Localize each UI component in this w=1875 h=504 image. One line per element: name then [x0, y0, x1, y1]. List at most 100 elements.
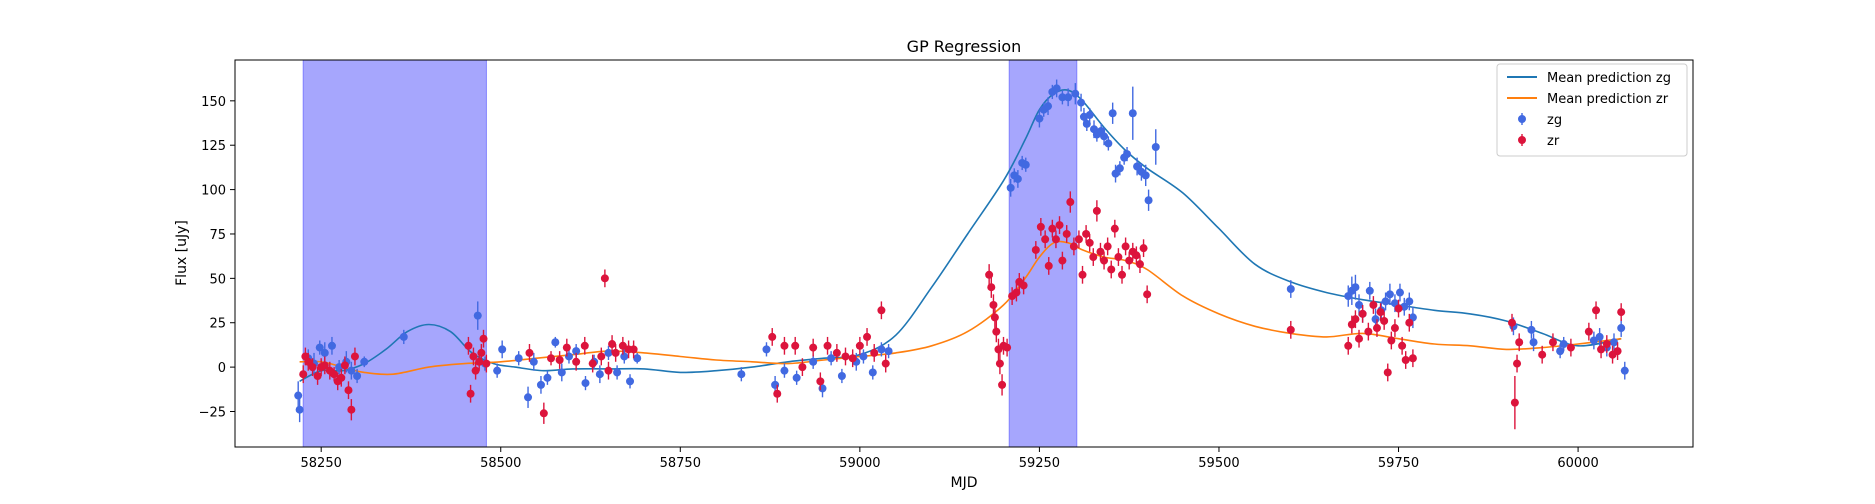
data-point: [823, 341, 832, 350]
data-point: [1078, 270, 1087, 279]
data-point: [1021, 160, 1030, 169]
prediction-lines-layer: [299, 88, 1622, 383]
data-point: [987, 283, 996, 292]
data-point: [1620, 366, 1629, 375]
data-point: [816, 377, 825, 386]
data-point: [1394, 304, 1403, 313]
data-point: [1538, 350, 1547, 359]
mean-prediction-line: [299, 88, 1622, 383]
legend-label: Mean prediction zr: [1547, 92, 1669, 107]
x-tick-label: 58750: [660, 456, 701, 471]
data-point: [1082, 119, 1091, 128]
data-point: [595, 370, 604, 379]
data-point: [1100, 256, 1109, 265]
data-point: [1125, 256, 1134, 265]
data-point: [1044, 102, 1053, 111]
data-point: [1069, 242, 1078, 251]
data-point: [1405, 297, 1414, 306]
data-point: [539, 409, 548, 418]
data-point: [1344, 341, 1353, 350]
shaded-region-layer: [302, 59, 1078, 448]
data-point: [1513, 359, 1522, 368]
data-point: [1584, 327, 1593, 336]
data-point: [588, 359, 597, 368]
data-point: [1035, 114, 1044, 123]
data-point: [1141, 171, 1150, 180]
data-point: [1351, 283, 1360, 292]
data-point: [1617, 308, 1626, 317]
data-point: [1355, 300, 1364, 309]
data-point: [1052, 84, 1061, 93]
data-point: [877, 306, 886, 315]
data-point: [1372, 324, 1381, 333]
data-point: [1013, 174, 1022, 183]
data-point: [1139, 244, 1148, 253]
data-point: [613, 368, 622, 377]
y-tick-label: 100: [201, 184, 226, 199]
x-tick-label: 59750: [1378, 456, 1419, 471]
data-point: [1365, 286, 1374, 295]
data-point: [1114, 253, 1123, 262]
data-point: [1381, 297, 1390, 306]
data-point: [1385, 290, 1394, 299]
mean-prediction-line: [299, 240, 1622, 376]
data-point: [1077, 98, 1086, 107]
data-point: [884, 347, 893, 356]
data-point: [762, 345, 771, 354]
data-point: [1383, 368, 1392, 377]
data-point: [768, 332, 777, 341]
data-point: [327, 341, 336, 350]
data-point: [344, 386, 353, 395]
y-tick-label: 25: [209, 317, 226, 332]
data-point: [1104, 139, 1113, 148]
data-point: [1566, 343, 1575, 352]
y-tick-label: 0: [218, 361, 226, 376]
data-point: [525, 348, 534, 357]
data-point: [360, 357, 369, 366]
data-point: [1398, 341, 1407, 350]
data-point: [597, 352, 606, 361]
data-point: [837, 371, 846, 380]
data-point: [1527, 325, 1536, 334]
x-tick-label: 58500: [480, 456, 521, 471]
data-point: [1602, 340, 1611, 349]
data-point: [1019, 281, 1028, 290]
data-point: [618, 341, 627, 350]
data-point: [995, 359, 1004, 368]
data-point: [1369, 300, 1378, 309]
data-point: [848, 354, 857, 363]
data-point: [1401, 356, 1410, 365]
axes-layer: 58250 58500 58750 59000 59250 59500 59750 60000…: [199, 95, 1599, 471]
y-tick-label: 125: [201, 139, 226, 154]
data-point: [626, 377, 635, 386]
data-point: [798, 363, 807, 372]
x-tick-label: 59500: [1198, 456, 1239, 471]
data-point: [1103, 242, 1112, 251]
legend-label: zg: [1547, 113, 1562, 128]
data-point: [471, 366, 480, 375]
data-point: [295, 405, 304, 414]
data-point: [1071, 89, 1080, 98]
data-point: [1036, 222, 1045, 231]
data-point: [1096, 247, 1105, 256]
data-point: [1006, 183, 1015, 192]
data-point: [863, 332, 872, 341]
data-point: [1617, 324, 1626, 333]
legend-marker-swatch: [1518, 115, 1526, 123]
y-tick-label: −25: [199, 405, 226, 420]
data-point: [330, 370, 339, 379]
data-point: [1121, 242, 1130, 251]
data-point: [1592, 306, 1601, 315]
data-point: [611, 348, 620, 357]
data-point: [998, 380, 1007, 389]
x-tick-label: 60000: [1557, 456, 1598, 471]
data-point: [1351, 315, 1360, 324]
data-point: [604, 348, 613, 357]
data-point: [1066, 198, 1075, 207]
data-point: [581, 379, 590, 388]
shaded-region: [302, 59, 487, 448]
data-point: [466, 389, 475, 398]
data-point: [1012, 288, 1021, 297]
data-point: [308, 363, 317, 372]
data-point: [1044, 261, 1053, 270]
